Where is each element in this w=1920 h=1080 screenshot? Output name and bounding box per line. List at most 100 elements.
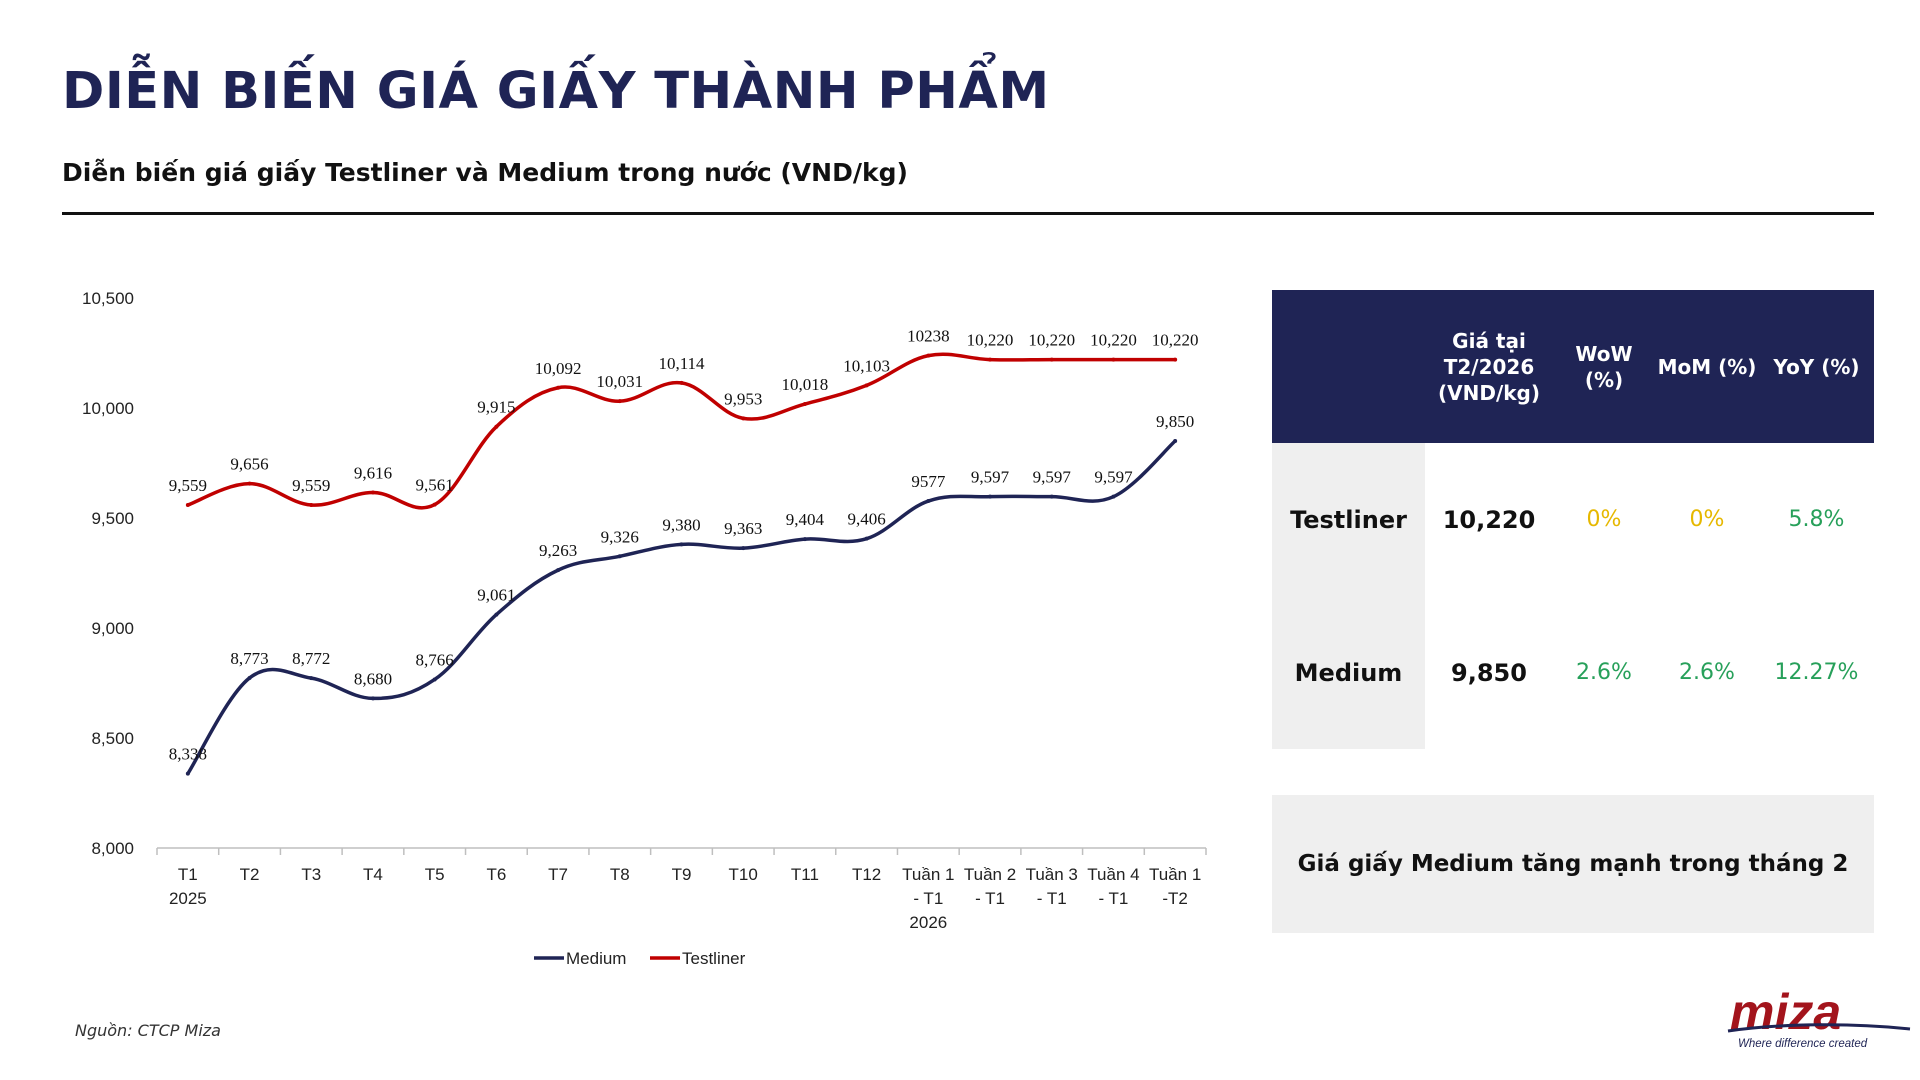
testliner-data-point <box>1049 357 1054 362</box>
testliner-data-label: 10,018 <box>782 375 829 394</box>
testliner-series-line <box>187 352 1176 510</box>
medium-data-point <box>802 537 807 542</box>
header-blank-cell <box>1272 290 1425 443</box>
source-note: Nguồn: CTCP Miza <box>75 1021 221 1040</box>
testliner-data-point <box>1173 357 1178 362</box>
mom-cell: 2.6% <box>1679 660 1735 685</box>
price-cell: 9,850 <box>1451 658 1527 687</box>
testliner-data-point <box>926 353 931 358</box>
medium-data-label: 9577 <box>911 472 946 491</box>
medium-data-point <box>926 499 931 504</box>
x-tick-label-line: Tuần 1 <box>902 865 954 884</box>
testliner-data-label: 10,220 <box>967 331 1014 350</box>
testliner-data-label: 9,915 <box>477 398 515 417</box>
x-tick-label-line: Tuần 2 <box>964 865 1016 884</box>
medium-data-point <box>309 676 314 681</box>
testliner-data-point <box>864 383 869 388</box>
legend-label: Testliner <box>682 949 746 968</box>
x-tick-label: T4 <box>363 865 383 884</box>
testliner-data-label: 10,220 <box>1152 331 1199 350</box>
x-tick-label: T2 <box>240 865 260 884</box>
x-tick-label: Tuần 1 -T2 <box>1149 865 1201 908</box>
testliner-data-point <box>370 490 375 495</box>
testliner-data-label: 9,953 <box>724 389 762 408</box>
medium-series-line <box>186 439 1177 775</box>
testliner-data-label: 9,559 <box>169 476 207 495</box>
x-tick-label: T6 <box>486 865 506 884</box>
table-row-medium: Medium 9,850 2.6% 2.6% 12.27% <box>1272 596 1874 749</box>
medium-data-label: 9,363 <box>724 519 762 538</box>
testliner-data-point <box>494 424 499 429</box>
x-tick-label-line: T5 <box>425 865 445 884</box>
medium-data-label: 9,404 <box>786 510 825 529</box>
testliner-data-point <box>988 357 993 362</box>
medium-data-point <box>617 554 622 559</box>
testliner-data-label: 10,092 <box>535 359 582 378</box>
medium-data-point <box>741 546 746 551</box>
testliner-data-label: 9,656 <box>230 455 268 474</box>
price-line-chart: 8,000 8,500 9,000 9,500 10,000 10,500 T1 2025 T2… <box>82 289 1207 968</box>
testliner-data-point <box>802 402 807 407</box>
testliner-data-point <box>556 385 561 390</box>
y-tick-label: 8,000 <box>91 839 134 858</box>
price-cell: 10,220 <box>1442 505 1536 534</box>
table-row-testliner: Testliner 10,220 0% 0% 5.8% <box>1272 443 1874 596</box>
testliner-data-point <box>432 502 437 507</box>
x-tick-label-line: - T1 <box>1098 889 1128 908</box>
testliner-data-point <box>1111 357 1116 362</box>
testliner-data-label: 10,114 <box>658 354 705 373</box>
x-tick-label: Tuần 2 - T1 <box>964 865 1016 908</box>
legend-label: Medium <box>566 949 626 968</box>
medium-data-point <box>988 494 993 499</box>
x-tick-label-line: Tuần 4 <box>1087 865 1139 884</box>
medium-data-point <box>494 612 499 617</box>
svg-text:Where difference created: Where difference created <box>1738 1038 1868 1050</box>
x-tick-label-line: T6 <box>486 865 506 884</box>
y-tick-label: 10,000 <box>82 399 134 418</box>
x-tick-label-line: T10 <box>729 865 758 884</box>
medium-data-label: 9,061 <box>477 586 515 605</box>
medium-data-point <box>432 677 437 682</box>
medium-data-label: 8,772 <box>292 649 330 668</box>
testliner-data-label: 10,031 <box>596 372 643 391</box>
x-tick-label-line: T9 <box>672 865 692 884</box>
medium-data-point <box>556 568 561 573</box>
x-tick-label: T10 <box>729 865 758 884</box>
x-tick-label: Tuần 4 - T1 <box>1087 865 1139 908</box>
x-tick-label: T9 <box>672 865 692 884</box>
wow-cell: 2.6% <box>1576 660 1632 685</box>
mom-cell: 0% <box>1689 507 1725 532</box>
y-tick-label: 9,500 <box>91 509 134 528</box>
table-header: Giá tại T2/2026 (VND/kg) WoW (%) MoM (%)… <box>1272 290 1874 443</box>
x-tick-label-line: T2 <box>240 865 260 884</box>
row-label: Testliner <box>1272 443 1425 596</box>
x-tick-label-line: T4 <box>363 865 383 884</box>
yoy-cell: 5.8% <box>1788 507 1845 532</box>
x-tick-label-line: -T2 <box>1162 889 1188 908</box>
testliner-data-point <box>247 481 252 486</box>
title-divider <box>62 212 1874 215</box>
testliner-data-label: 9,561 <box>416 476 454 495</box>
testliner-data-point <box>617 399 622 404</box>
testliner-data-label: 10,220 <box>1028 331 1075 350</box>
testliner-data-point <box>185 503 190 508</box>
highlight-note: Giá giấy Medium tăng mạnh trong tháng 2 <box>1272 795 1874 933</box>
x-tick-label-line: - T1 <box>1037 889 1067 908</box>
price-change-table: Giá tại T2/2026 (VND/kg) WoW (%) MoM (%)… <box>1272 290 1874 749</box>
x-tick-label-line: T7 <box>548 865 568 884</box>
x-tick-label-line: T1 <box>178 865 198 884</box>
medium-data-point <box>185 771 190 776</box>
testliner-data-label: 10,103 <box>843 356 890 375</box>
medium-data-point <box>1049 494 1054 499</box>
header-price: Giá tại T2/2026 (VND/kg) <box>1437 328 1541 405</box>
medium-data-label: 9,380 <box>662 515 700 534</box>
medium-data-label: 8,338 <box>169 745 207 764</box>
testliner-data-point <box>679 380 684 385</box>
svg-text:miza: miza <box>1730 985 1841 1040</box>
testliner-data-point <box>309 503 314 508</box>
medium-data-point <box>370 696 375 701</box>
medium-data-point <box>247 675 252 680</box>
x-tick-label-line: Tuần 3 <box>1026 865 1078 884</box>
medium-data-label: 8,773 <box>230 649 268 668</box>
x-tick-label-line: - T1 <box>913 889 943 908</box>
